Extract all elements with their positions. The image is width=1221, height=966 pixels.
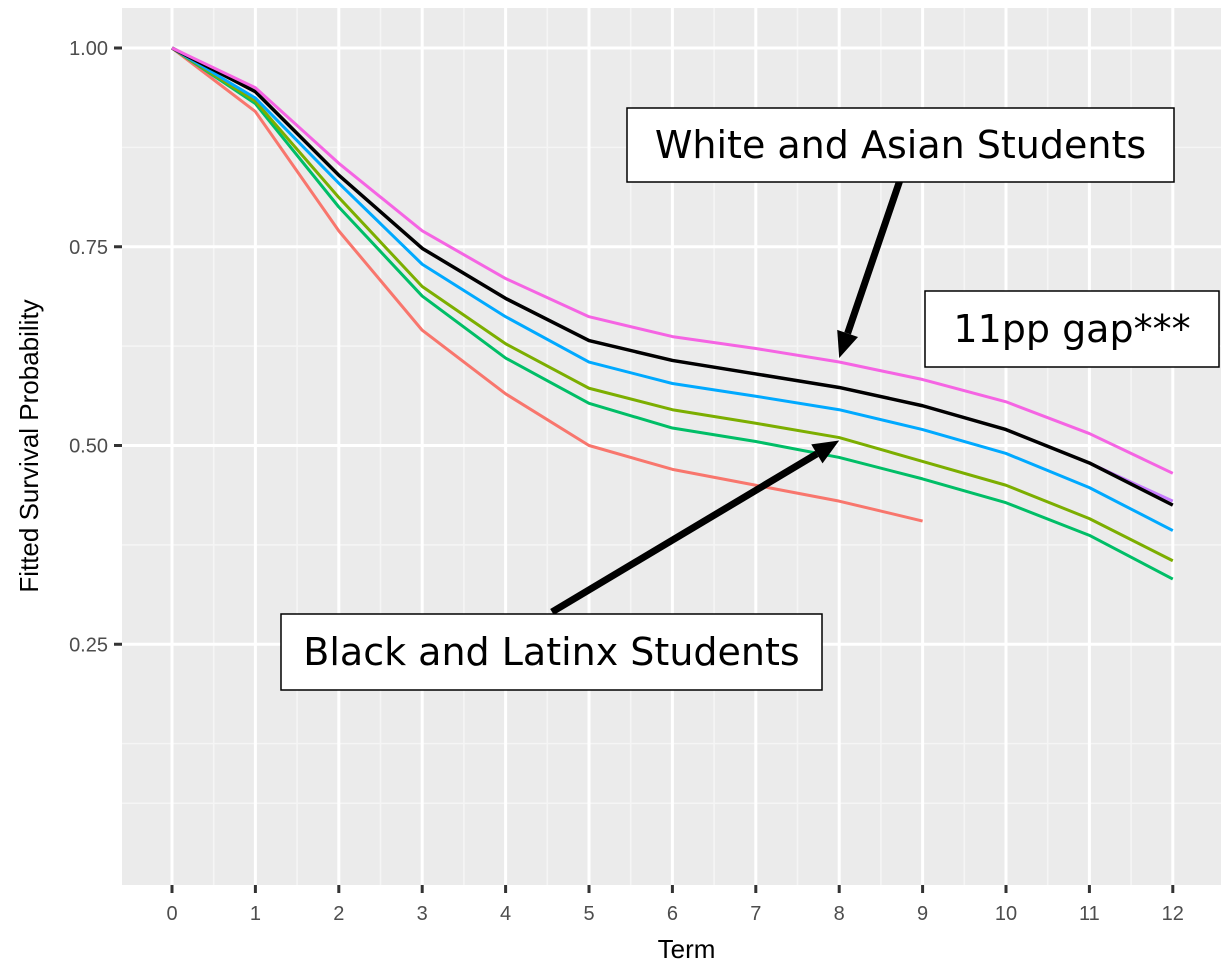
white-asian-arrow-shaft [844, 178, 904, 335]
gap-annotation-label: 11pp gap*** [953, 307, 1190, 351]
black-latinx-arrow-shaft [550, 450, 819, 616]
x-tick-label: 11 [1079, 903, 1100, 925]
y-tick-label: 0.75 [69, 237, 108, 259]
y-axis-title: Fitted Survival Probability [14, 299, 44, 592]
annotations: White and Asian Students 11pp gap*** Black… [280, 107, 1220, 691]
black-latinx-arrow-head [811, 440, 840, 464]
x-tick-label: 2 [333, 903, 344, 925]
series-line-3 [171, 46, 1174, 563]
series-line-4 [171, 46, 1174, 532]
x-tick-label: 5 [583, 903, 594, 925]
series-line-7 [171, 46, 1174, 475]
x-tick-label: 0 [166, 903, 177, 925]
white-asian-annotation-box [626, 107, 1175, 183]
series-line-2 [171, 46, 1174, 581]
black-latinx-annotation-box [280, 613, 823, 691]
x-axis-title: Term [658, 934, 716, 964]
x-tick-label: 3 [417, 903, 428, 925]
x-tick-label: 10 [995, 903, 1017, 925]
series-line-1 [171, 46, 923, 523]
axes: 0 1 2 3 4 5 6 7 8 9 10 11 121.000.750.500.25 [69, 38, 1184, 925]
x-tick-label: 8 [834, 903, 845, 925]
black-latinx-annotation-label: Black and Latinx Students [303, 630, 799, 674]
y-tick-label: 0.25 [69, 634, 108, 656]
x-tick-label: 12 [1162, 903, 1184, 925]
x-tick-label: 6 [667, 903, 678, 925]
x-tick-label: 4 [500, 903, 511, 925]
series-line-6 [171, 46, 1174, 507]
white-asian-arrow-head [837, 329, 859, 359]
x-tick-label: 9 [917, 903, 928, 925]
y-tick-label: 0.50 [69, 436, 108, 458]
y-tick-label: 1.00 [69, 38, 108, 60]
white-asian-annotation-label: White and Asian Students [655, 123, 1146, 167]
gap-annotation-box [924, 290, 1220, 368]
x-tick-label: 1 [250, 903, 261, 925]
series-lines [171, 46, 1174, 581]
x-tick-label: 7 [750, 903, 761, 925]
